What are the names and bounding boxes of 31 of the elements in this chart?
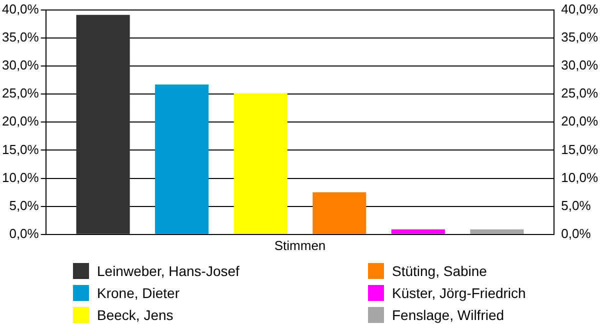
y-tick-label: 10,0%	[2, 170, 40, 185]
text: 20,0%	[561, 114, 598, 129]
y-tick-label: 25,0%	[2, 86, 40, 101]
bar	[312, 192, 366, 234]
text: 0,0%	[561, 226, 591, 241]
y-tick-label: 20,0%	[2, 114, 40, 129]
text: 25,0%	[561, 86, 598, 101]
legend-label: Beeck, Jens	[97, 307, 174, 323]
bar	[234, 93, 288, 234]
bar	[470, 229, 524, 234]
y-tick-label: 30,0%	[2, 58, 40, 73]
legend-label: Küster, Jörg-Friedrich	[392, 285, 526, 301]
legend-label: Stüting, Sabine	[392, 263, 487, 279]
bar	[391, 229, 445, 234]
text: 35,0%	[561, 29, 598, 44]
legend-label: Fenslage, Wilfried	[392, 307, 504, 323]
text: 10,0%	[561, 170, 598, 185]
text: 40,0%	[561, 1, 598, 16]
bar	[155, 84, 209, 234]
y-tick-label: 5,0%	[9, 198, 40, 213]
y-tick-label: 35,0%	[2, 29, 40, 44]
legend-label: Leinweber, Hans-Josef	[97, 263, 240, 279]
text: 30,0%	[561, 58, 598, 73]
text: 15,0%	[561, 142, 598, 157]
legend-label: Krone, Dieter	[97, 285, 180, 301]
bar	[76, 14, 130, 234]
y-tick-label: 40,0%	[2, 1, 40, 16]
text: 5,0%	[561, 198, 591, 213]
y-tick-label: 0,0%	[9, 226, 40, 241]
x-tick-label: Stimmen	[274, 238, 326, 253]
y-tick-label: 15,0%	[2, 142, 40, 157]
